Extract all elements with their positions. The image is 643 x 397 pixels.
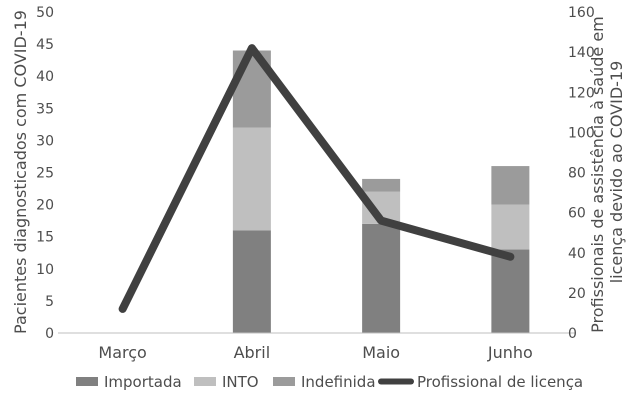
right-tick-label: 60 <box>568 206 586 222</box>
category-label: Março <box>98 343 146 362</box>
right-axis-ticks: 0 20 40 60 80 100 120 140 160 <box>568 5 595 342</box>
right-tick-label: 80 <box>568 166 586 182</box>
right-tick-label: 40 <box>568 246 586 262</box>
legend-label: INTO <box>222 373 259 391</box>
right-tick-label: 120 <box>568 85 595 101</box>
right-tick-label: 20 <box>568 286 586 302</box>
left-tick-label: 0 <box>45 326 54 342</box>
legend-label: Profissional de licença <box>417 373 583 391</box>
bar-importada-1 <box>232 230 271 333</box>
left-tick-label: 10 <box>36 262 54 278</box>
category-label: Maio <box>362 343 400 362</box>
left-tick-label: 15 <box>36 230 54 246</box>
legend-label: Importada <box>104 373 182 391</box>
right-tick-label: 160 <box>568 5 595 21</box>
right-tick-label: 0 <box>568 326 577 342</box>
left-tick-label: 20 <box>36 198 54 214</box>
left-tick-label: 50 <box>36 5 54 21</box>
legend-swatch <box>194 377 216 386</box>
legend: Importada INTO Indefinida Profissional de l… <box>76 373 583 391</box>
left-tick-label: 35 <box>36 101 54 117</box>
bar-into-1 <box>232 127 271 231</box>
left-tick-label: 5 <box>45 294 54 310</box>
right-axis-title-line-1: Profissionais de assistência à saúde em <box>588 16 607 333</box>
category-label: Abril <box>234 343 271 362</box>
left-tick-label: 45 <box>36 37 54 53</box>
right-axis-title: Profissionais de assistência à saúde em … <box>588 11 626 333</box>
category-label: Junho <box>487 343 533 362</box>
bar-indefinida-3 <box>491 166 530 205</box>
right-axis-title-line-2: licença devido ao COVID-19 <box>607 61 626 284</box>
left-axis-title: Pacientes diagnosticados com COVID-19 <box>11 10 30 334</box>
left-axis-ticks: 0 5 10 15 20 25 30 35 40 45 50 <box>36 5 54 342</box>
left-tick-label: 40 <box>36 69 54 85</box>
legend-label: Indefinida <box>301 373 376 391</box>
line-profissional-de-licenca <box>118 44 515 313</box>
left-tick-label: 25 <box>36 166 54 182</box>
bar-into-3 <box>491 204 530 250</box>
left-tick-label: 30 <box>36 133 54 149</box>
right-tick-label: 100 <box>568 125 595 141</box>
bar-importada-3 <box>491 249 530 333</box>
bar-importada-2 <box>362 223 401 333</box>
bars-group <box>232 50 530 333</box>
bar-indefinida-2 <box>362 178 401 192</box>
legend-swatch <box>273 377 295 386</box>
category-labels: Março Abril Maio Junho <box>98 343 532 362</box>
legend-swatch <box>76 377 98 386</box>
line-series-group <box>118 44 515 313</box>
right-tick-label: 140 <box>568 45 595 61</box>
